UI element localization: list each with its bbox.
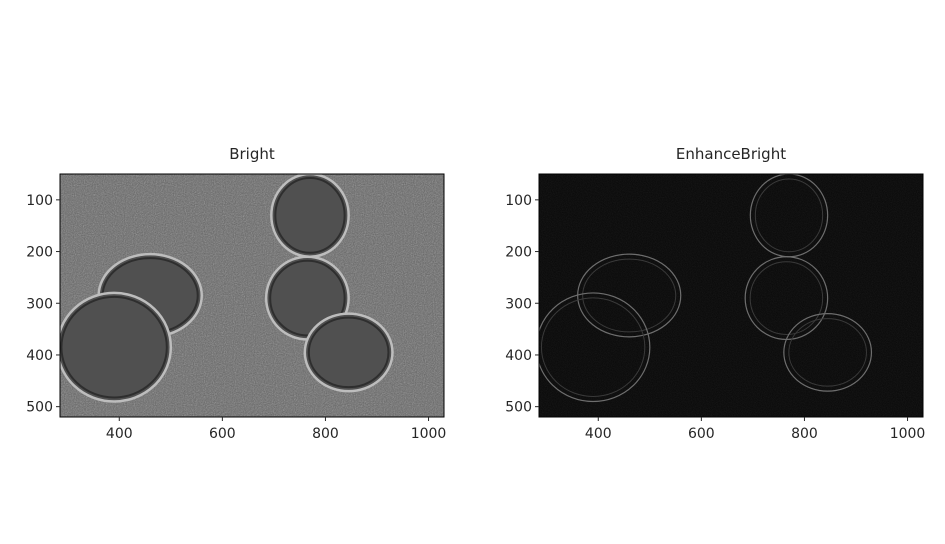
cell-body — [57, 293, 170, 402]
x-tick-label: 800 — [791, 426, 818, 442]
x-tick-label: 400 — [106, 426, 133, 442]
panel-bright: Bright 400 600 800 1000 100 200 300 400 500 — [26, 145, 446, 442]
panel-enhance-bright: EnhanceBright 400 600 800 1000 100 200 300 400… — [505, 145, 925, 442]
image-area — [57, 174, 444, 417]
image-area — [536, 174, 923, 417]
y-tick-label: 500 — [505, 400, 532, 416]
cell-body — [305, 314, 393, 392]
x-tick-label: 400 — [585, 426, 612, 442]
x-tick-label: 600 — [688, 426, 715, 442]
y-tick-label: 400 — [26, 348, 53, 364]
x-tick-label: 800 — [312, 426, 339, 442]
x-tick-label: 1000 — [411, 426, 447, 442]
y-axis: 100 200 300 400 500 — [26, 193, 60, 416]
y-tick-label: 400 — [505, 348, 532, 364]
image-noise — [539, 174, 923, 417]
x-axis: 400 600 800 1000 — [585, 417, 925, 442]
panel-title: EnhanceBright — [676, 145, 786, 163]
x-tick-label: 1000 — [890, 426, 926, 442]
cell-top-middle — [271, 174, 348, 257]
cell-body — [271, 174, 348, 257]
y-tick-label: 500 — [26, 400, 53, 416]
y-tick-label: 200 — [26, 245, 53, 261]
x-axis: 400 600 800 1000 — [106, 417, 446, 442]
y-tick-label: 100 — [505, 193, 532, 209]
y-tick-label: 300 — [505, 296, 532, 312]
y-axis: 100 200 300 400 500 — [505, 193, 539, 416]
x-tick-label: 600 — [209, 426, 236, 442]
cell-lower-right — [305, 314, 393, 392]
y-tick-label: 300 — [26, 296, 53, 312]
y-tick-label: 200 — [505, 245, 532, 261]
cell-lower-left — [57, 293, 170, 402]
panel-title: Bright — [229, 145, 275, 163]
y-tick-label: 100 — [26, 193, 53, 209]
